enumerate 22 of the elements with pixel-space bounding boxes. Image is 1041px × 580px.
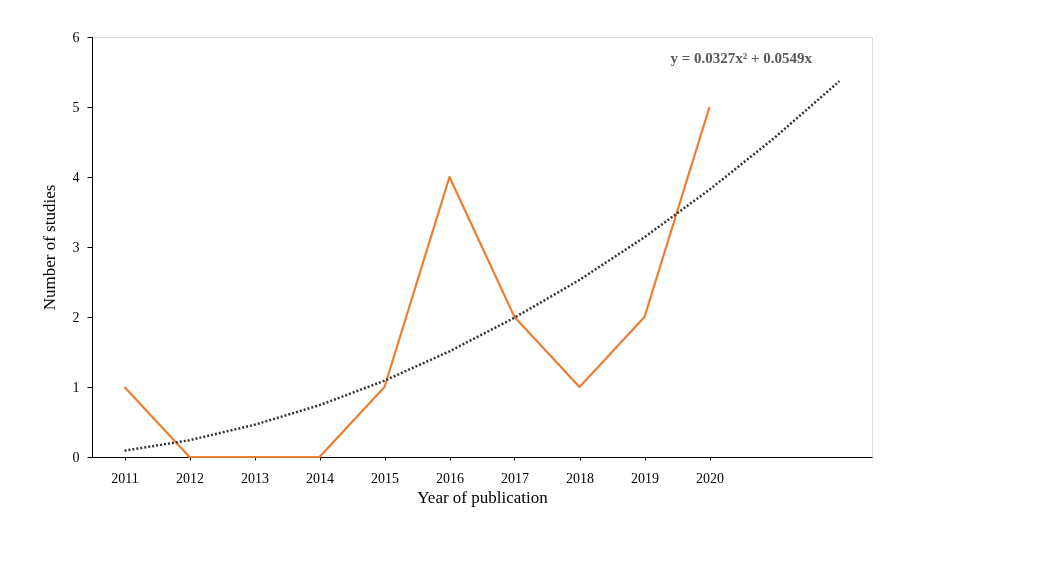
y-tick-label: 4 (72, 169, 80, 185)
x-tick-label: 2012 (176, 470, 204, 486)
x-axis-title: Year of publication (417, 487, 549, 507)
annotation: y = 0.0327x² + 0.0549x (670, 50, 813, 66)
line-series (123, 105, 711, 459)
x-tick-label: 2018 (566, 470, 594, 486)
x-tick-label: 2019 (631, 470, 659, 486)
x-tick-label: 2017 (501, 470, 529, 486)
x-tick-label: 2015 (371, 470, 399, 486)
y-tick-label: 2 (72, 309, 80, 325)
x-tick-label: 2020 (696, 470, 724, 486)
y-axis-title: Number of studies (39, 184, 59, 311)
x-tick-label: 2014 (306, 470, 334, 486)
x-tick-label: 2013 (241, 470, 269, 486)
y-tick-label: 0 (72, 449, 80, 465)
y-tick-label: 5 (72, 99, 80, 115)
x-tick-label: 2016 (436, 470, 464, 486)
y-tick-label: 6 (72, 29, 80, 45)
y-tick-label: 1 (72, 379, 80, 395)
y-tick-label: 3 (72, 239, 80, 255)
line-series (123, 79, 841, 452)
x-tick-label: 2011 (111, 470, 139, 486)
